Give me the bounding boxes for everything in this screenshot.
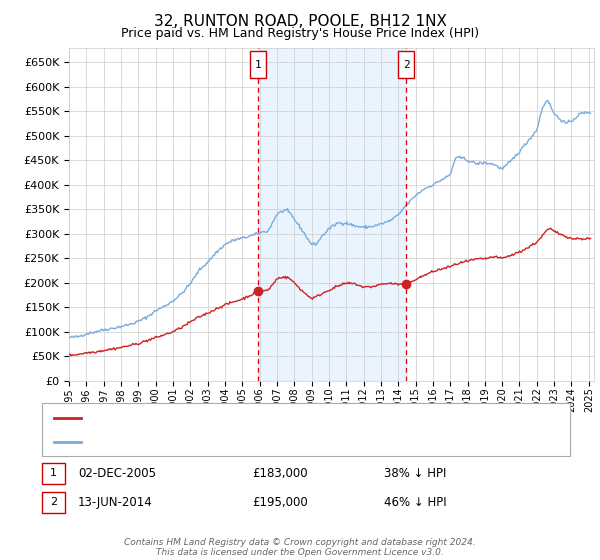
Text: Price paid vs. HM Land Registry's House Price Index (HPI): Price paid vs. HM Land Registry's House …	[121, 27, 479, 40]
Text: £195,000: £195,000	[252, 496, 308, 509]
Text: 1: 1	[255, 60, 262, 70]
Text: 32, RUNTON ROAD, POOLE, BH12 1NX: 32, RUNTON ROAD, POOLE, BH12 1NX	[154, 14, 446, 29]
FancyBboxPatch shape	[398, 51, 414, 78]
Text: £183,000: £183,000	[252, 466, 308, 480]
Text: HPI: Average price, detached house, Bournemouth Christchurch and Poole: HPI: Average price, detached house, Bour…	[87, 437, 502, 447]
Text: 1: 1	[50, 468, 57, 478]
Text: 46% ↓ HPI: 46% ↓ HPI	[384, 496, 446, 509]
Text: Contains HM Land Registry data © Crown copyright and database right 2024.
This d: Contains HM Land Registry data © Crown c…	[124, 538, 476, 557]
Text: 2: 2	[403, 60, 409, 70]
Text: 02-DEC-2005: 02-DEC-2005	[78, 466, 156, 480]
Text: 32, RUNTON ROAD, POOLE, BH12 1NX (detached house): 32, RUNTON ROAD, POOLE, BH12 1NX (detach…	[87, 413, 402, 423]
Text: 2: 2	[50, 497, 57, 507]
Text: 38% ↓ HPI: 38% ↓ HPI	[384, 466, 446, 480]
Bar	[258, 48, 406, 381]
FancyBboxPatch shape	[250, 51, 266, 78]
Text: 13-JUN-2014: 13-JUN-2014	[78, 496, 153, 509]
